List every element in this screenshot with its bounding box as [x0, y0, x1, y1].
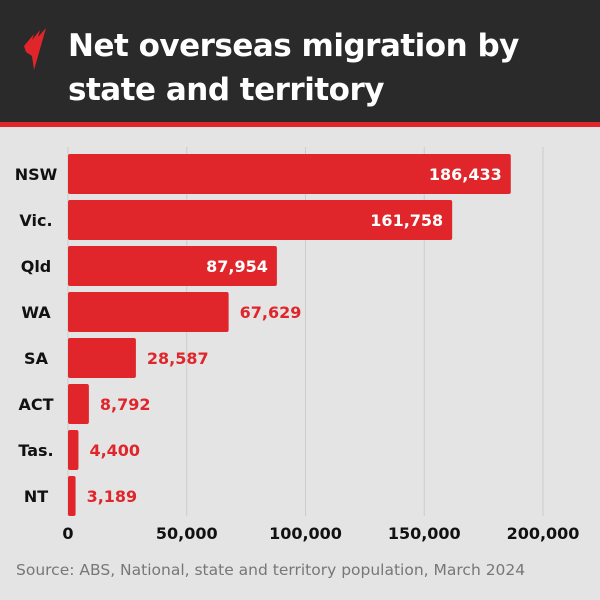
bar [68, 384, 89, 424]
value-label: 161,758 [370, 211, 443, 230]
category-label: WA [21, 303, 51, 322]
bar [68, 476, 76, 516]
bar [68, 246, 277, 286]
value-label: 8,792 [100, 395, 151, 414]
category-label: Vic. [19, 211, 52, 230]
value-label: 87,954 [206, 257, 268, 276]
bar [68, 338, 136, 378]
category-label: NT [24, 487, 48, 506]
category-label: Tas. [18, 441, 53, 460]
x-tick-label: 200,000 [507, 524, 580, 543]
value-label: 186,433 [429, 165, 502, 184]
source-note: Source: ABS, National, state and territo… [16, 561, 526, 579]
value-label: 67,629 [240, 303, 302, 322]
category-label: Qld [21, 257, 52, 276]
bar [68, 154, 511, 194]
x-tick-label: 150,000 [388, 524, 461, 543]
header: Net overseas migration by state and terr… [0, 0, 600, 127]
x-tick-label: 0 [62, 524, 73, 543]
x-tick-label: 100,000 [269, 524, 342, 543]
bar-chart: 0 50,000 100,000 150,000 200,000 NSW 186,433 Vi… [15, 147, 580, 543]
value-label: 28,587 [147, 349, 209, 368]
bar [68, 430, 79, 470]
category-label: NSW [15, 165, 58, 184]
value-label: 3,189 [87, 487, 138, 506]
bar [68, 292, 229, 332]
category-label: ACT [18, 395, 53, 414]
chart-title: Net overseas migration by state and terr… [68, 28, 519, 108]
value-label: 4,400 [89, 441, 140, 460]
bar [68, 200, 453, 240]
x-tick-label: 50,000 [156, 524, 218, 543]
sbs-logo-icon [24, 28, 46, 70]
category-label: SA [24, 349, 49, 368]
